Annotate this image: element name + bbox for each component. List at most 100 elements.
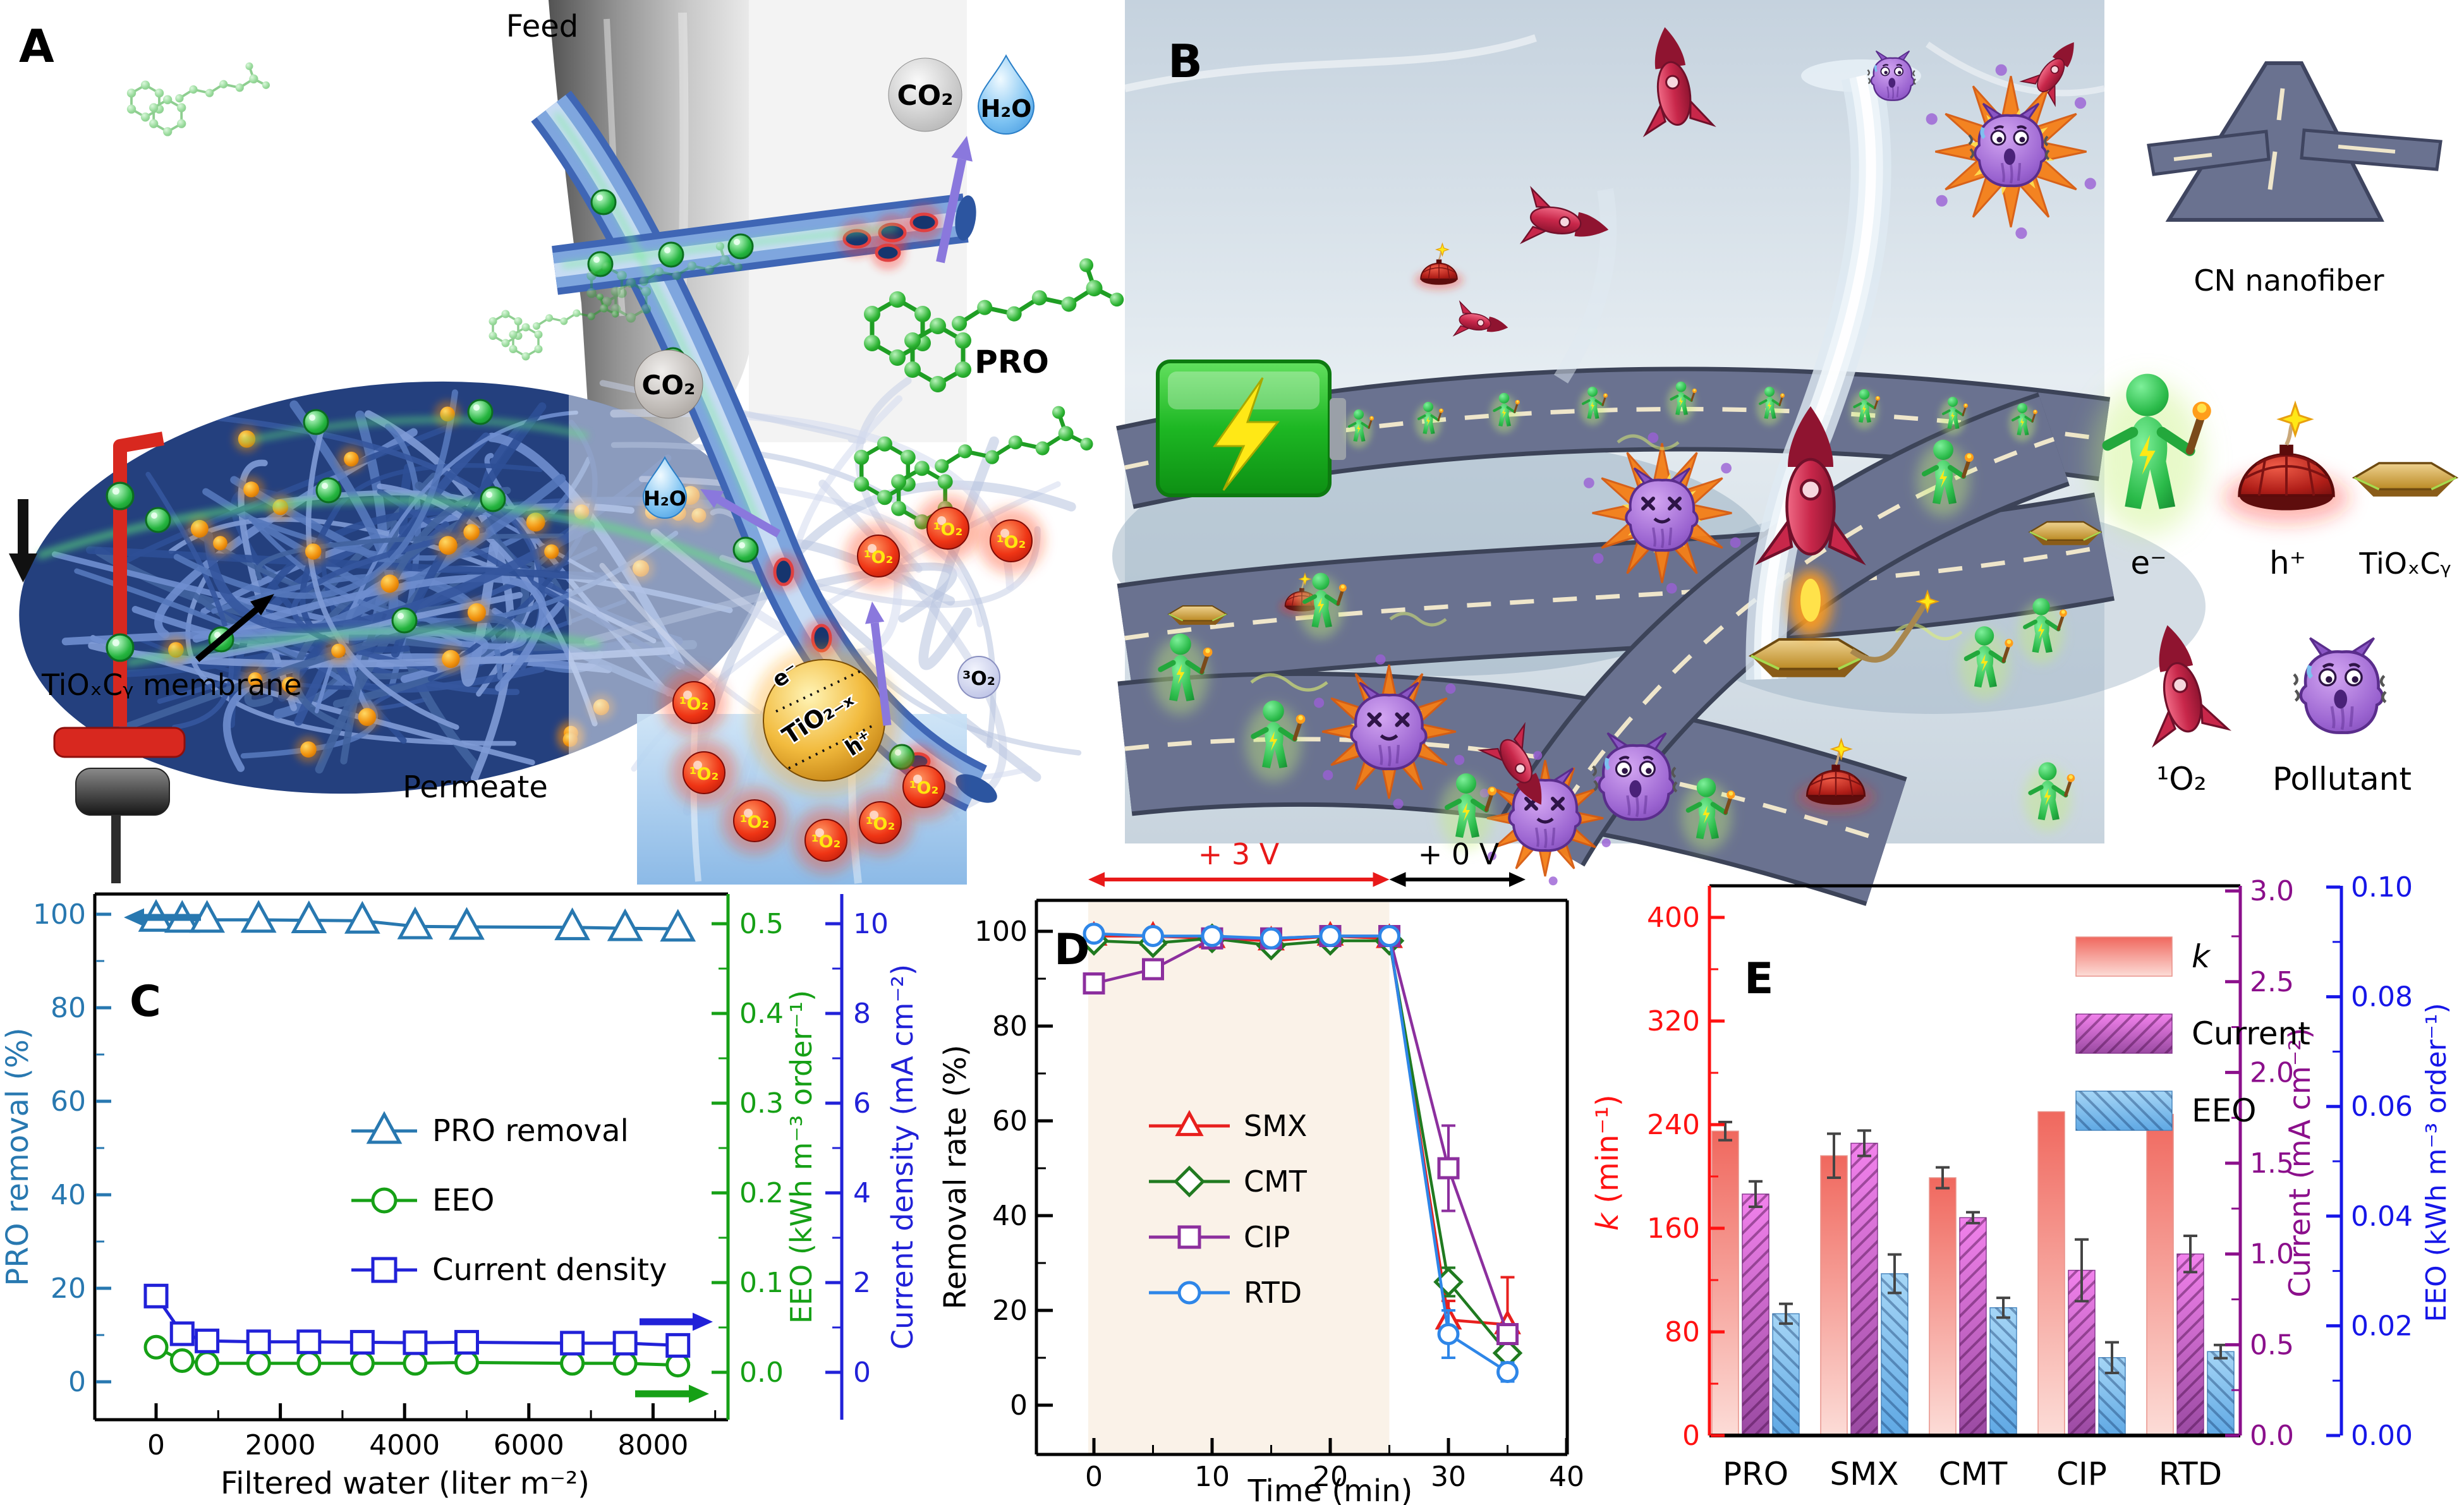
e-k-tick: 320	[1647, 1005, 1700, 1037]
c-current-tick: 8	[853, 998, 871, 1030]
c-x-tick: 0	[147, 1429, 165, 1461]
panel-a-illustration: ¹O₂	[9, 0, 1138, 885]
c-series-pro-removal	[138, 898, 696, 942]
hole-bomb-icon	[2224, 404, 2349, 523]
d-y-tick: 60	[992, 1105, 1028, 1137]
feed-label: Feed	[506, 9, 579, 44]
e-k-tick: 0	[1682, 1420, 1700, 1452]
e-legend-label: Current	[2192, 1015, 2310, 1052]
d-x-axis-label: Time (min)	[1247, 1473, 1413, 1505]
battery-icon	[1156, 360, 1346, 497]
legend-pollutant-label: Pollutant	[2273, 761, 2412, 797]
panel-e-plot: 0 80 160 240 320 400 k (min⁻¹) 0.0 0.5 1.0 1.5 2.0 2…	[1590, 871, 2453, 1492]
tioxcy-platform	[1750, 638, 1867, 679]
e-k-tick: 80	[1665, 1316, 1700, 1348]
electron-figure-icon	[2092, 374, 2211, 536]
c-eeo-tick: 0.4	[739, 998, 784, 1030]
h2o-label: H₂O	[643, 487, 686, 511]
d-legend: SMX CMT CIP RTD	[1149, 1109, 1308, 1310]
d-y-tick: 100	[974, 916, 1028, 948]
d-voltage-annotations: + 3 V + 0 V	[1088, 837, 1526, 887]
legend-singlet-label: ¹O₂	[2156, 761, 2206, 797]
panel-b-label: B	[1168, 35, 1203, 88]
e-axes: 0 80 160 240 320 400 k (min⁻¹) 0.0 0.5 1.0 1.5 2.0 2…	[1590, 871, 2453, 1492]
e-eeo-tick: 0.04	[2351, 1200, 2413, 1233]
e-legend-label: EEO	[2192, 1092, 2257, 1129]
e-current-tick: 2.5	[2250, 966, 2294, 998]
pro-label: PRO	[974, 344, 1049, 380]
e-current-tick: 0.0	[2250, 1420, 2294, 1452]
e-current-axis-label: Current (mA cm⁻²)	[2283, 1027, 2317, 1297]
e-bars	[1711, 1109, 2235, 1436]
d-x-tick: 0	[1085, 1461, 1103, 1493]
e-category-label: CIP	[2056, 1456, 2107, 1492]
e-current-tick: 0.5	[2250, 1329, 2294, 1361]
e-category-label: SMX	[1830, 1456, 1898, 1492]
c-x-tick: 4000	[369, 1429, 440, 1461]
d-x-tick: 10	[1194, 1461, 1230, 1493]
d-legend-label: SMX	[1244, 1109, 1307, 1143]
e-legend-label: k	[2192, 938, 2211, 975]
tioxcy-platform-icon	[2353, 462, 2458, 498]
c-eeo-tick: 0.0	[739, 1357, 784, 1389]
c-eeo-tick: 0.3	[739, 1087, 784, 1120]
c-legend-label: PRO removal	[432, 1113, 629, 1149]
tornado	[1553, 59, 1921, 680]
e-eeo-tick: 0.02	[2351, 1310, 2413, 1342]
rocket-launch	[1789, 571, 1940, 663]
panel-e-label: E	[1744, 954, 1773, 1004]
panel-d-chart: 0 10 20 30 40 Time (min) 0 20 40 60 80 100 Removal r…	[938, 837, 1584, 1505]
co2-label: CO₂	[642, 370, 696, 401]
e-eeo-tick: 0.10	[2351, 871, 2413, 904]
e-current-tick: 1.0	[2250, 1238, 2294, 1271]
c-y-left-tick: 80	[51, 992, 86, 1024]
h2o-label: H₂O	[981, 95, 1032, 123]
e-current-tick: 2.0	[2250, 1056, 2294, 1089]
d-y-tick: 0	[1010, 1389, 1028, 1422]
e-category-label: CMT	[1939, 1456, 2008, 1492]
flow-streamlines	[37, 399, 786, 666]
panel-c-label: C	[130, 977, 161, 1027]
d-series-rtd	[1083, 922, 1519, 1383]
h2o-droplet-mid: H₂O	[642, 456, 688, 519]
wind-streak	[1124, 34, 1537, 92]
co2-molecule-mid: CO₂	[634, 349, 703, 419]
e-k-tick: 400	[1647, 902, 1700, 934]
c-legend-label: Current density	[432, 1252, 667, 1288]
pollutant-monster-icon	[2294, 638, 2386, 733]
d-x-tick: 40	[1549, 1461, 1584, 1493]
d-x-tick: 30	[1431, 1461, 1466, 1493]
c-x-axis-label: Filtered water (liter m⁻²)	[221, 1466, 590, 1501]
reaction-arrows	[700, 136, 973, 726]
e-eeo-tick: 0.06	[2351, 1091, 2413, 1123]
c-series-current-density	[143, 1283, 691, 1358]
c-series-eeo	[143, 1334, 691, 1378]
d-plus3v-label: + 3 V	[1198, 837, 1280, 871]
d-x-tick: 20	[1313, 1461, 1348, 1493]
c-current-tick: 0	[853, 1357, 871, 1389]
panel-d-plot: 0 10 20 30 40 Time (min) 0 20 40 60 80 100 Removal r…	[938, 837, 1584, 1505]
flow-direction-arrow	[9, 499, 37, 583]
d-y-tick: 80	[992, 1010, 1028, 1043]
d-legend-label: RTD	[1244, 1276, 1302, 1310]
legend-tioxcy-label: TiOₓCᵧ	[2358, 547, 2451, 581]
e-eeo-axis-label: EEO (kWh m⁻³ order⁻¹)	[2420, 1003, 2453, 1322]
e-eeo-tick: 0.00	[2351, 1420, 2413, 1452]
h2o-droplet-top: H₂O	[977, 54, 1035, 135]
c-legend: PRO removal EEO Current density	[351, 1111, 667, 1288]
e-category-label: RTD	[2159, 1456, 2222, 1492]
legend-cn-nanofiber-label: CN nanofiber	[2194, 263, 2384, 298]
c-current-tick: 10	[853, 908, 889, 940]
c-current-tick: 4	[853, 1177, 871, 1209]
e-category-label: PRO	[1723, 1456, 1788, 1492]
co2-label: CO₂	[897, 80, 954, 112]
e-k-tick: 240	[1647, 1109, 1700, 1141]
d-voltage-shade	[1088, 902, 1390, 1453]
permeate-label: Permeate	[403, 770, 548, 805]
c-y-left-tick: 40	[51, 1179, 86, 1211]
c-y-left-tick: 20	[51, 1272, 86, 1305]
c-current-tick: 2	[853, 1267, 871, 1299]
legend-electron-label: e⁻	[2130, 545, 2166, 581]
